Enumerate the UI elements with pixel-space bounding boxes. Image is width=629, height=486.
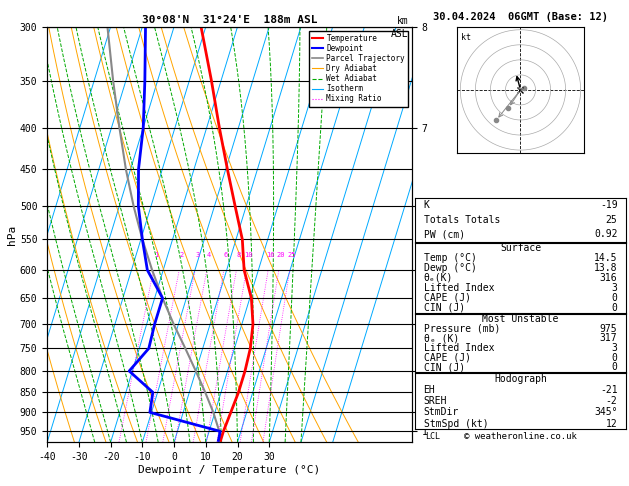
Text: 0: 0: [611, 363, 618, 372]
Text: 316: 316: [600, 273, 618, 283]
Text: kt: kt: [461, 33, 471, 42]
Text: Lifted Index: Lifted Index: [423, 343, 494, 353]
Text: θₑ (K): θₑ (K): [423, 333, 459, 343]
Text: 3: 3: [611, 283, 618, 293]
Text: SREH: SREH: [423, 396, 447, 406]
Text: CAPE (J): CAPE (J): [423, 353, 470, 363]
Text: θₑ(K): θₑ(K): [423, 273, 453, 283]
Text: 317: 317: [600, 333, 618, 343]
Text: 0: 0: [611, 293, 618, 303]
Text: 0: 0: [611, 353, 618, 363]
Title: 30°08'N  31°24'E  188m ASL: 30°08'N 31°24'E 188m ASL: [142, 15, 318, 25]
Text: 14.5: 14.5: [594, 253, 618, 262]
Text: K: K: [423, 200, 430, 210]
X-axis label: Dewpoint / Temperature (°C): Dewpoint / Temperature (°C): [138, 465, 321, 475]
Text: 20: 20: [277, 252, 285, 258]
Text: 3: 3: [611, 343, 618, 353]
Text: CAPE (J): CAPE (J): [423, 293, 470, 303]
Text: StmDir: StmDir: [423, 407, 459, 417]
Text: 2: 2: [179, 252, 184, 258]
Text: 10: 10: [244, 252, 253, 258]
Text: 30.04.2024  06GMT (Base: 12): 30.04.2024 06GMT (Base: 12): [433, 12, 608, 22]
Text: 16: 16: [266, 252, 274, 258]
Text: 3: 3: [195, 252, 199, 258]
Text: Hodograph: Hodograph: [494, 374, 547, 384]
Text: 4: 4: [207, 252, 211, 258]
Text: © weatheronline.co.uk: © weatheronline.co.uk: [464, 432, 577, 441]
Text: Dewp (°C): Dewp (°C): [423, 262, 476, 273]
Text: 345°: 345°: [594, 407, 618, 417]
Text: km: km: [397, 16, 409, 26]
Text: CIN (J): CIN (J): [423, 303, 465, 313]
Text: Most Unstable: Most Unstable: [482, 314, 559, 324]
Text: Lifted Index: Lifted Index: [423, 283, 494, 293]
Text: 25: 25: [606, 215, 618, 225]
Text: Pressure (mb): Pressure (mb): [423, 324, 500, 333]
Text: 0.92: 0.92: [594, 229, 618, 239]
Text: 25: 25: [287, 252, 296, 258]
Text: 6: 6: [224, 252, 228, 258]
Text: PW (cm): PW (cm): [423, 229, 465, 239]
Text: 1: 1: [154, 252, 158, 258]
Text: Temp (°C): Temp (°C): [423, 253, 476, 262]
Text: 12: 12: [606, 418, 618, 429]
Text: 975: 975: [600, 324, 618, 333]
Text: CIN (J): CIN (J): [423, 363, 465, 372]
Text: ASL: ASL: [391, 29, 409, 39]
Text: -2: -2: [606, 396, 618, 406]
Legend: Temperature, Dewpoint, Parcel Trajectory, Dry Adiabat, Wet Adiabat, Isotherm, Mi: Temperature, Dewpoint, Parcel Trajectory…: [309, 31, 408, 106]
Text: -21: -21: [600, 385, 618, 395]
Text: LCL: LCL: [425, 433, 440, 441]
Text: -19: -19: [600, 200, 618, 210]
Y-axis label: hPa: hPa: [7, 225, 17, 244]
Text: Totals Totals: Totals Totals: [423, 215, 500, 225]
Text: StmSpd (kt): StmSpd (kt): [423, 418, 488, 429]
Text: 8: 8: [237, 252, 241, 258]
Text: 0: 0: [611, 303, 618, 313]
Text: 13.8: 13.8: [594, 262, 618, 273]
Text: Surface: Surface: [500, 243, 541, 253]
Text: EH: EH: [423, 385, 435, 395]
